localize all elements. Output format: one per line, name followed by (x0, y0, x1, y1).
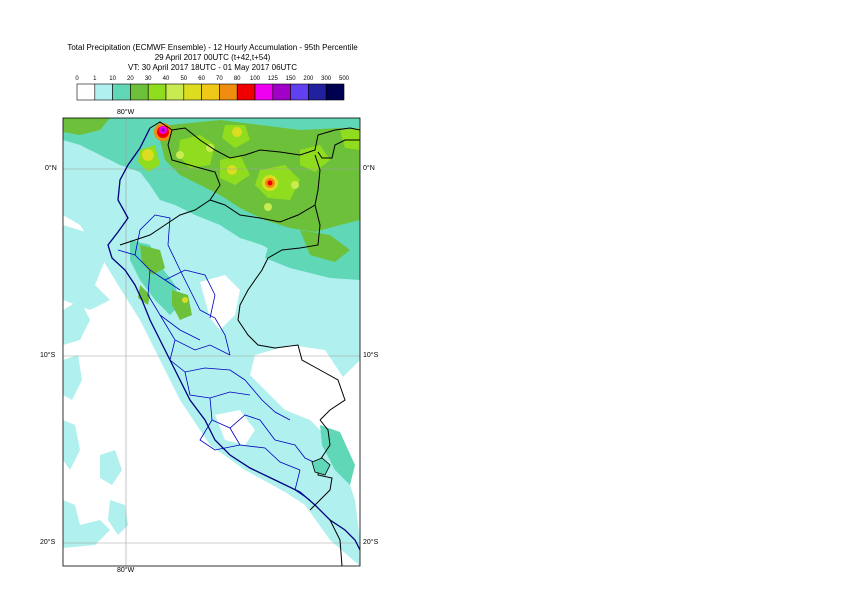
color-legend (76, 83, 345, 101)
legend-tick-14: 300 (321, 76, 332, 82)
lon-label-bottom: 80°W (117, 567, 135, 574)
graticule-lines (63, 118, 360, 566)
run-time-label: 29 April 2017 00UTC (t+42,t+54) (154, 53, 271, 62)
map-frame (62, 117, 361, 567)
lat-label-left-10s: 10°S (40, 352, 56, 359)
lat-label-right-10s: 10°S (363, 352, 379, 359)
lat-label-left-20s: 20°S (40, 539, 56, 546)
lat-label-right-20s: 20°S (363, 539, 379, 546)
legend-tick-15: 500 (338, 76, 349, 82)
legend-tick-8: 70 (216, 76, 223, 82)
legend-tick-3: 20 (127, 76, 134, 82)
chile-coast (329, 519, 343, 566)
valid-time-label: VT: 30 April 2017 18UTC - 01 May 2017 06… (128, 63, 297, 72)
lake-titicaca (311, 457, 331, 476)
chart-title: Total Precipitation (ECMWF Ensemble) - 1… (67, 43, 358, 52)
dry-areas (200, 275, 345, 445)
legend-tick-12: 150 (285, 76, 296, 82)
legend-tick-10: 100 (249, 76, 260, 82)
legend-tick-5: 40 (162, 76, 170, 82)
legend-tick-2: 10 (109, 76, 116, 82)
country-borders (119, 121, 360, 511)
legend-tick-0: 0 (75, 76, 79, 82)
legend-tick-9: 80 (233, 76, 241, 82)
legend-tick-6: 50 (180, 76, 188, 82)
lat-label-left-0: 0°N (45, 165, 57, 172)
legend-tick-1: 1 (93, 76, 97, 82)
coastline (107, 127, 360, 551)
lon-label-top: 80°W (117, 109, 135, 116)
legend-swatch-14 (325, 83, 345, 101)
legend-tick-11: 125 (267, 76, 278, 82)
legend-tick-13: 200 (303, 76, 314, 82)
legend-tick-7: 60 (198, 76, 205, 82)
lat-label-right-0: 0°N (363, 165, 375, 172)
legend-tick-4: 30 (144, 76, 152, 82)
